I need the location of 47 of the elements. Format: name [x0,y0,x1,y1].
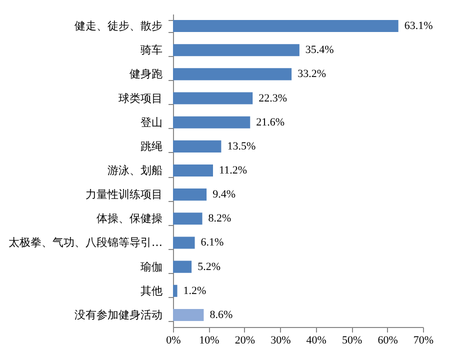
data-label: 11.2% [219,164,248,176]
bar [173,140,222,152]
data-label: 9.4% [212,188,236,201]
data-label: 35.4% [305,44,334,56]
bar [173,68,292,80]
y-tick-label: 健走、徒步、散步 [74,20,162,33]
y-tick-label: 太极拳、气功、八段锦等导引… [8,236,162,250]
bar [173,260,192,273]
x-tick-label: 20% [234,334,256,346]
x-tick-label: 70% [413,334,434,346]
x-tick-label: 60% [378,334,398,346]
x-tick-label: 0% [166,334,181,346]
x-tick-label: 40% [306,334,326,346]
data-label: 63.1% [404,20,433,32]
data-label: 8.6% [210,308,233,321]
data-label: 5.2% [198,260,220,273]
bar [173,188,207,201]
data-label: 33.2% [298,68,326,80]
y-tick-label: 健身跑 [130,68,162,81]
bar [173,92,253,104]
data-label: 13.5% [227,140,256,152]
bar [173,212,202,225]
y-tick-label: 游泳、划船 [108,164,162,177]
y-tick-label: 瑜伽 [140,260,162,274]
y-tick-label: 其他 [140,284,162,298]
bar [173,44,300,56]
data-label: 8.2% [208,212,232,225]
bar [173,116,250,128]
data-label: 22.3% [258,92,288,104]
data-label: 6.1% [200,236,224,249]
y-tick-label: 跳绳 [140,140,162,153]
bar [173,308,204,321]
bar [173,20,398,32]
x-tick-label: 50% [342,334,362,346]
bar [173,164,213,177]
y-tick-label: 没有参加健身活动 [74,308,162,322]
bar [173,236,195,249]
data-label: 21.6% [256,116,285,128]
data-label: 1.2% [183,284,206,297]
x-tick-label: 10% [199,334,220,346]
y-tick-label: 力量性训练项目 [86,188,162,202]
y-tick-label: 登山 [140,116,162,129]
x-tick-label: 30% [270,334,291,346]
bar [173,284,178,297]
y-tick-label: 球类项目 [118,92,162,105]
y-tick-label: 体操、保健操 [96,212,162,226]
y-tick-label: 骑车 [140,44,162,57]
